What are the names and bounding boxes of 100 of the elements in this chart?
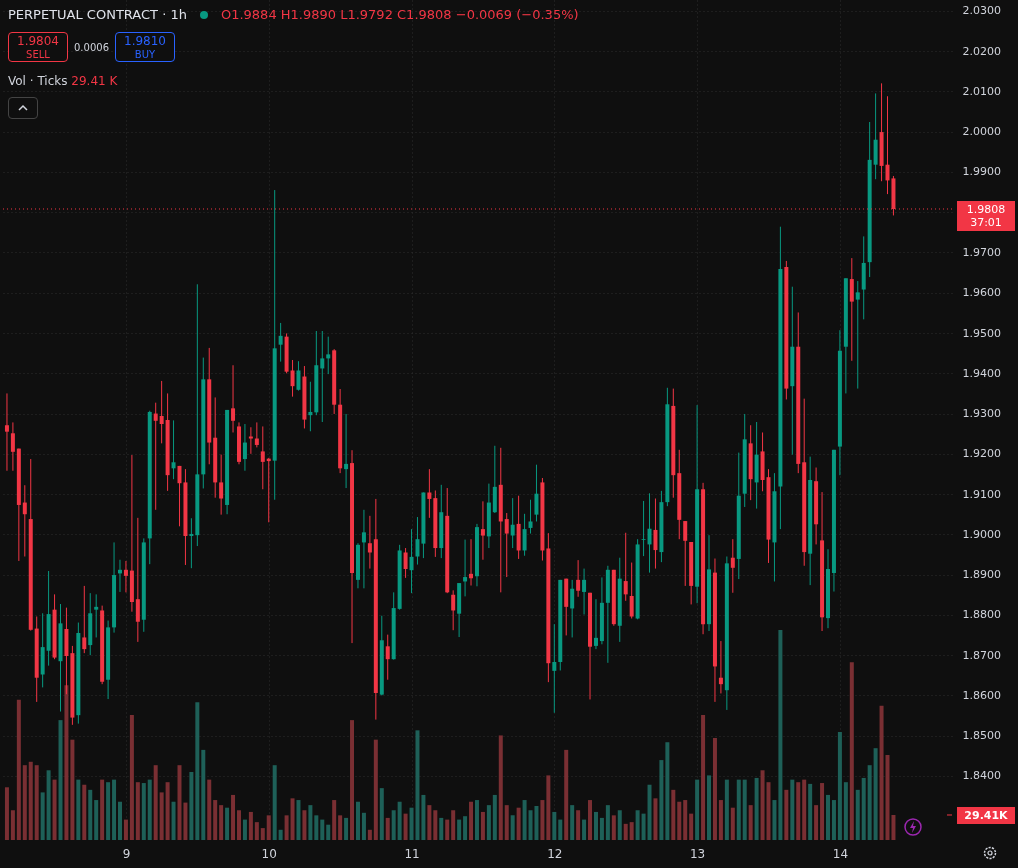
bar (361, 812, 366, 840)
candlestick (570, 579, 575, 638)
candlestick (344, 413, 349, 489)
y-tick-label: 1.9600 (962, 286, 1001, 300)
bar (837, 732, 842, 840)
annotation: 1.9804 (16, 34, 60, 48)
bar (802, 779, 807, 840)
candlestick (326, 336, 331, 375)
bar (159, 792, 164, 840)
bar (320, 819, 325, 840)
bar (207, 779, 212, 840)
bar (236, 810, 241, 840)
bar (558, 819, 563, 840)
y-tick-label: 1.8700 (962, 648, 1001, 662)
candlestick (855, 280, 860, 390)
bar (189, 771, 194, 840)
y-tick-label: 1.9100 (962, 487, 1001, 501)
bar (123, 819, 128, 840)
bar (742, 779, 747, 840)
bar (248, 811, 253, 840)
candlestick (647, 492, 652, 574)
y2-tick-label: 29.41K (957, 806, 1015, 824)
bar (486, 805, 491, 840)
bar (451, 810, 456, 840)
candlestick (451, 589, 456, 631)
candlestick (177, 465, 182, 527)
bar (814, 805, 819, 840)
bar (635, 810, 640, 840)
x-tick-label: 12 (547, 846, 563, 861)
candlestick (629, 562, 634, 620)
candlestick (683, 520, 688, 587)
bar (808, 783, 813, 840)
bar (683, 800, 688, 840)
bar (4, 787, 9, 840)
bar (70, 739, 75, 840)
bar (855, 789, 860, 840)
candlestick (427, 468, 432, 519)
candlestick (415, 516, 420, 566)
bar (28, 761, 33, 840)
candlestick (308, 381, 313, 432)
bar (355, 801, 360, 840)
bar (64, 685, 69, 840)
text: O1.9884 H1.9890 L1.9792 C1.9808 −0.0069 (−0.35%) (220, 7, 579, 22)
y-tick-label: 1.8600 (962, 688, 1001, 702)
candlestick (189, 517, 194, 569)
x-tick-label: 13 (689, 846, 706, 861)
bar (129, 715, 134, 840)
bar (147, 779, 152, 840)
candlestick (320, 330, 325, 423)
bar (254, 822, 259, 840)
bar (576, 810, 581, 840)
candlestick (534, 464, 539, 522)
bar (605, 805, 610, 840)
bar (522, 800, 527, 840)
bar (260, 828, 265, 840)
annotation: 1.9810 (123, 34, 167, 48)
bar (457, 819, 462, 840)
bar (873, 748, 878, 840)
candlestick (219, 454, 224, 516)
bar (891, 815, 896, 840)
bar (730, 807, 735, 840)
bar (861, 777, 866, 840)
candlestick (718, 640, 723, 694)
bar (707, 775, 712, 840)
bar (100, 779, 105, 840)
y-tick-label: 1.9200 (962, 447, 1001, 461)
bar (52, 779, 57, 840)
bar (373, 739, 378, 840)
bar (724, 779, 729, 840)
bar (82, 784, 87, 840)
bar (653, 798, 658, 840)
bar (629, 822, 634, 840)
bar (677, 801, 682, 840)
text: PERPETUAL CONTRACT · 1h (8, 7, 187, 22)
bar (540, 800, 545, 840)
x-tick-label: 11 (404, 846, 420, 861)
candlestick (849, 257, 854, 362)
bar (76, 779, 81, 840)
bar (689, 813, 694, 840)
x-tick-label: 14 (832, 846, 849, 861)
bar (344, 817, 349, 840)
bar (504, 805, 509, 840)
y-tick-label: 1.9900 (962, 165, 1001, 179)
bar (213, 800, 218, 840)
y-tick-label: 2.0100 (962, 84, 1001, 98)
bar (385, 817, 390, 840)
bar (659, 760, 664, 840)
bar (58, 720, 63, 840)
bar (22, 765, 27, 840)
annotation: BUY (133, 48, 157, 62)
bar (843, 782, 848, 840)
candlestick (22, 484, 27, 558)
bar (141, 783, 146, 840)
bar (623, 823, 628, 840)
candlestick (248, 426, 253, 455)
bar (46, 770, 51, 840)
bar (695, 779, 700, 840)
bar (284, 815, 289, 840)
bar (867, 765, 872, 840)
bar (641, 813, 646, 840)
